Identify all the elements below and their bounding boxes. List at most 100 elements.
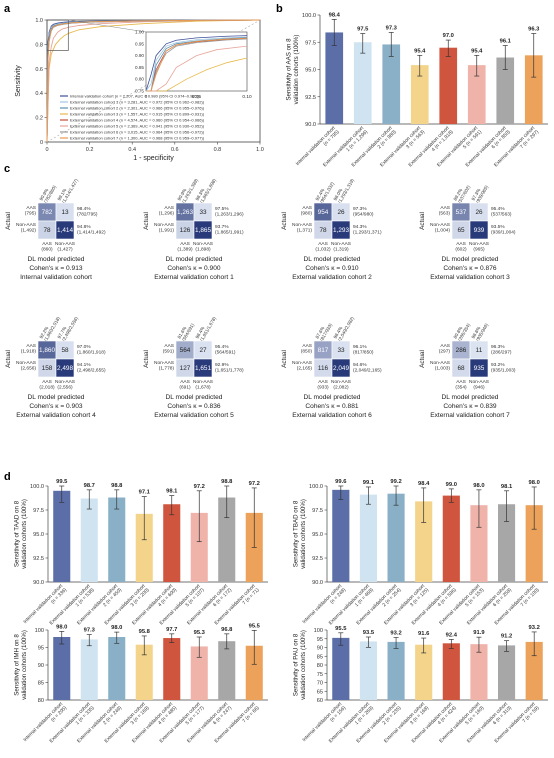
- cm-kappa: Cohen's κ = 0.903: [29, 403, 82, 410]
- bar-value-label: 91.9: [473, 630, 485, 636]
- cm-pred-aas-label: AAS (860): [41, 241, 53, 252]
- tbad-sensitivity-chart: 90.0 92.5 95.0 97.5 100.0 Sensitivity of TBAD…: [292, 479, 548, 626]
- bar-y-tick-label: 90.0: [305, 122, 316, 128]
- cm-pred-non-aas-label: Non-AAS (1,319): [331, 241, 351, 252]
- cm-row-recall-aas: 97.3% (954/980): [353, 206, 374, 217]
- cm-cell-value: 564: [180, 347, 191, 354]
- cm-pred-aas-label: AAS (2,018): [39, 379, 55, 390]
- bar: [415, 644, 433, 700]
- cm-cell-value: 11: [476, 347, 483, 354]
- bar-value-label: 93.2: [529, 625, 540, 631]
- roc-zoom-box: [46, 19, 69, 51]
- bar: [53, 637, 71, 700]
- bar-y-label-line: validation cohorts (100%): [21, 499, 28, 569]
- bar: [325, 32, 344, 124]
- cm-pred-non-aas-label: Non-AAS (1,678): [193, 379, 213, 390]
- bar-y-tick-label: 100.0: [302, 13, 316, 19]
- bar-value-label: 96.1: [500, 39, 512, 45]
- cm-pred-aas-label: AAS (354): [455, 379, 467, 390]
- bar: [524, 55, 543, 124]
- bar: [353, 42, 372, 124]
- bar-y-tick-label: 100.0: [30, 484, 44, 490]
- cm-row-recall-aas: 97.0% (1,860/1,918): [77, 344, 106, 355]
- bar-value-label: 97.5: [357, 27, 369, 33]
- bar-value-label: 99.5: [56, 479, 68, 485]
- cm-row-recall-non: 94.8% (1,414/1,492): [77, 224, 106, 235]
- cm-cell-value: 158: [42, 365, 53, 372]
- bar-y-tick-label: 97.5: [305, 40, 316, 46]
- bar-value-label: 97.2: [249, 481, 260, 487]
- cm-row-recall-aas: 95.4% (564/591): [215, 344, 236, 355]
- cm-col-precision-non: 98.4%(2,049/2,082): [333, 313, 356, 342]
- roc-legend-entry: External validation cohort 5 (n = 2,369,…: [70, 124, 205, 129]
- cm-cell-value: 935: [474, 365, 485, 372]
- cm-pred-aas-label: AAS (602): [455, 241, 467, 252]
- cm-cell: [331, 358, 351, 378]
- roc-axes-frame: [46, 19, 261, 143]
- bar-value-label: 96.8: [221, 627, 233, 633]
- bar-value-label: 96.3: [528, 27, 540, 33]
- cm-cell-value: 127: [180, 365, 191, 372]
- cm-pred-aas-label: AAS (691): [179, 379, 191, 390]
- bar-y-tick-label: 90.0: [312, 580, 323, 586]
- bar-category-label: Internal validation cohort(n = 795): [295, 125, 341, 171]
- roc-x-tick-label: 0: [45, 147, 48, 153]
- roc-y-label: Sensitivity: [15, 65, 22, 97]
- roc-legend-entry: Internal validation cohort (n = 2,207, A…: [70, 94, 200, 99]
- cm-cohort-title: External validation cohort 1: [154, 274, 234, 281]
- bar-y-tick-label: 90: [317, 646, 323, 652]
- bar: [470, 644, 488, 700]
- bar-y-label-line: Sensitivity of IMH on 8: [13, 634, 20, 696]
- bar: [163, 638, 181, 700]
- cm-predicted-axis-label: DL model predicted: [166, 256, 223, 263]
- cm-row-recall-non: 93.5% (939/1,004): [491, 224, 516, 235]
- cm-actual-aas-label: AAS (850): [301, 343, 313, 355]
- bar: [135, 513, 153, 582]
- roc-legend-entry: External validation cohort 6 (n = 3,015,…: [70, 130, 205, 135]
- bar-value-label: 98.4: [329, 12, 341, 18]
- bar-category-label: Internal validation cohort(n = 156): [301, 701, 347, 747]
- bar: [80, 498, 98, 582]
- cm-actual-aas-label: AAS (980): [301, 205, 313, 217]
- bar-value-label: 93.2: [390, 631, 401, 637]
- bar: [80, 639, 98, 700]
- roc-inset-series-line: [146, 37, 248, 92]
- bar-y-tick-label: 100.0: [309, 484, 323, 490]
- taad-sensitivity-chart: 90.0 92.5 95.0 97.5 100.0 Sensitivity of TAAD…: [13, 479, 268, 626]
- bar: [415, 501, 433, 582]
- roc-inset-connector: [68, 19, 147, 33]
- cm-actual-aas-label: AAS (795): [25, 205, 37, 217]
- roc-inset-y-tick-label: 0.95: [135, 41, 144, 46]
- pau-sensitivity-chart: 60 65 70 75 80 85 90 95 100 Sensitivity of PAU on…: [292, 625, 548, 747]
- bar-y-tick-label: 92.5: [305, 95, 316, 101]
- cm-cell-value: 13: [61, 209, 69, 216]
- confusion-matrix: 90.9%(1,263/1,389)98.3%(1,865/1,898)1,26…: [143, 178, 244, 281]
- cm-predicted-axis-label: DL model predicted: [304, 256, 361, 263]
- bar-value-label: 98.8: [111, 483, 123, 489]
- bar: [439, 47, 458, 125]
- panel-label-d: d: [4, 471, 11, 483]
- roc-y-tick-label: 0.4: [35, 91, 43, 97]
- bar-value-label: 99.0: [446, 482, 457, 488]
- cm-col-precision-non: 98.8%(935/946): [471, 320, 490, 343]
- cm-actual-non-aas-label: Non-AAS (1,003): [430, 360, 450, 372]
- cm-cell: [469, 358, 489, 378]
- cm-cell: [469, 220, 489, 240]
- cm-row-recall-aas: 97.5% (1,263/1,296): [215, 206, 244, 217]
- roc-x-tick-label: 0.4: [128, 147, 136, 153]
- roc-x-tick-label: 0.2: [86, 147, 94, 153]
- bar: [387, 641, 405, 700]
- cm-cohort-title: External validation cohort 5: [154, 412, 234, 419]
- confusion-matrix: 81.6%(564/691) 98.4%(1,651/1,678) 564 27 127…: [143, 316, 244, 419]
- cm-pred-non-aas-label: Non-AAS (2,556): [55, 379, 75, 390]
- cm-cell-value: 1,865: [195, 227, 211, 234]
- bar-y-tick-label: 65: [317, 689, 323, 695]
- cm-cell-value: 26: [475, 209, 483, 216]
- bar-value-label: 95.8: [139, 629, 151, 635]
- cm-row-recall-aas: 96.1% (817/850): [353, 344, 374, 355]
- roc-inset-series-line: [145, 35, 248, 92]
- cm-col-precision-non: 98.0%(1,293/1,319): [333, 175, 356, 204]
- roc-y-tick-label: 1.0: [35, 18, 43, 24]
- cm-pred-non-aas-label: Non-AAS (2,082): [331, 379, 351, 390]
